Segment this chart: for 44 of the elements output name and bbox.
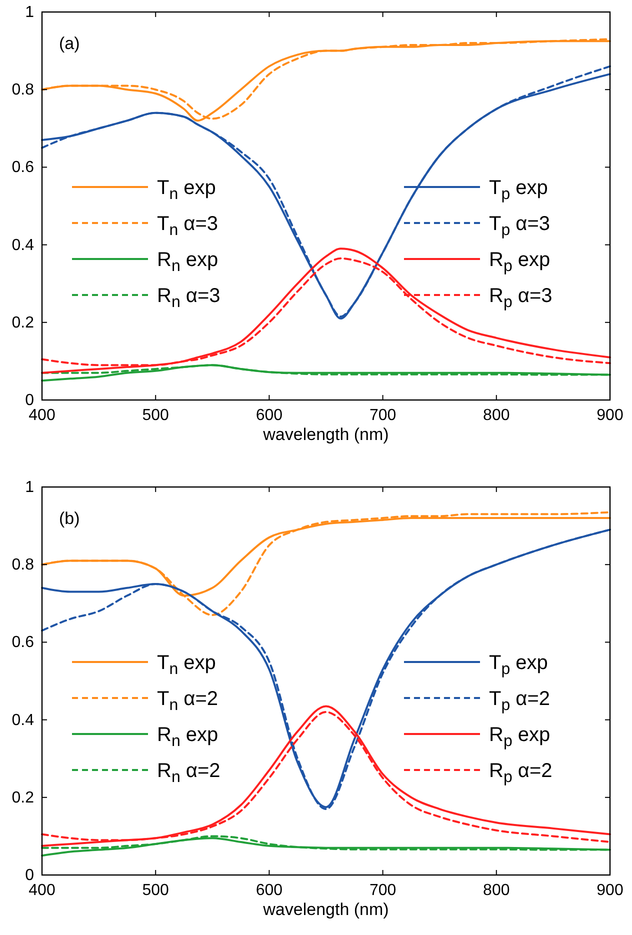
y-tick-label: 0.4 (12, 236, 34, 254)
y-tick-label: 0 (25, 392, 34, 409)
x-tick-label: 700 (369, 882, 396, 899)
y-tick-label: 1 (25, 479, 34, 496)
y-tick-label: 0.6 (12, 634, 34, 652)
legend-label: T$_{p}$ exp (489, 177, 548, 203)
x-tick-label: 500 (142, 407, 170, 424)
legend-label: R$_{p}$ exp (489, 249, 550, 275)
x-tick-label: 600 (256, 407, 283, 424)
x-tick-label: 900 (596, 882, 624, 899)
legend-label: R$_{p}$ α=2 (489, 760, 552, 786)
legend-label: R$_{n}$ α=3 (157, 285, 220, 311)
x-tick-label: 800 (483, 407, 510, 424)
y-tick-label: 0.8 (12, 82, 34, 99)
y-tick-label: 0 (25, 867, 34, 884)
legend-label: R$_{p}$ α=3 (489, 285, 552, 311)
x-tick-label: 600 (256, 882, 283, 899)
legend-label: T$_{n}$ α=3 (157, 213, 218, 239)
x-tick-label: 400 (28, 407, 56, 424)
x-axis-title: wavelength (nm) (262, 425, 389, 444)
x-tick-label: 900 (596, 407, 624, 424)
y-tick-label: 0.2 (12, 789, 34, 806)
legend-label: R$_{n}$ exp (157, 724, 218, 750)
legend-label: T$_{p}$ α=3 (489, 213, 550, 239)
legend-label: T$_{p}$ exp (489, 652, 548, 678)
x-tick-label: 700 (369, 407, 396, 424)
y-tick-label: 0.2 (12, 314, 34, 332)
legend-label: T$_{p}$ α=2 (489, 688, 550, 714)
legend-label: R$_{p}$ exp (489, 724, 550, 750)
legend-label: T$_{n}$ α=2 (157, 688, 218, 714)
annotation: (a) (59, 34, 80, 53)
legend-label: R$_{n}$ α=2 (157, 760, 220, 786)
x-tick-label: 400 (28, 882, 56, 899)
legend-label: T$_{n}$ exp (157, 177, 216, 203)
annotation: (b) (59, 509, 80, 528)
y-tick-label: 0.8 (12, 556, 34, 574)
y-tick-label: 0.6 (12, 159, 34, 176)
x-axis-title: wavelength (nm) (262, 900, 389, 919)
legend-label: T$_{n}$ exp (157, 652, 216, 678)
y-tick-label: 1 (25, 4, 34, 21)
x-tick-label: 500 (142, 882, 170, 899)
y-tick-label: 0.4 (12, 712, 34, 729)
x-tick-label: 800 (483, 882, 510, 899)
legend-label: R$_{n}$ exp (157, 249, 218, 275)
